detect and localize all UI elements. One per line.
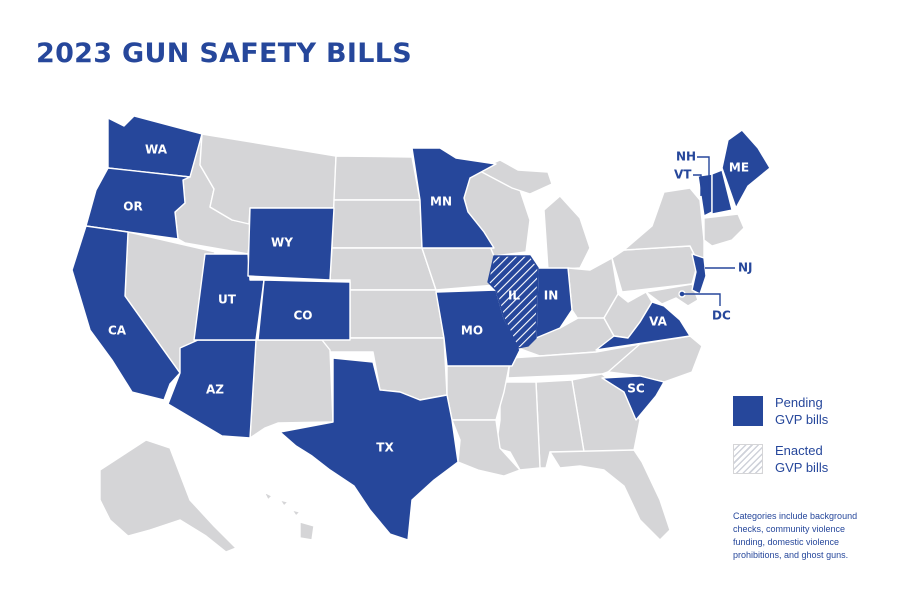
state-nh xyxy=(711,169,733,215)
enacted-states xyxy=(487,255,539,349)
label-wy: WY xyxy=(271,236,293,250)
state-mi-lower xyxy=(543,195,591,271)
label-me: ME xyxy=(729,161,749,175)
state-or xyxy=(85,167,191,240)
map-title: 2023 GUN SAFETY BILLS xyxy=(36,38,413,69)
callout-line-nh xyxy=(697,156,710,194)
state-labels: WA OR CA AZ UT WY CO TX MN MO IL IN VA S… xyxy=(108,143,749,455)
label-mo: MO xyxy=(461,324,483,338)
state-new-england-south xyxy=(703,213,745,247)
state-ks xyxy=(349,289,445,339)
callout-nj: NJ xyxy=(738,261,753,275)
state-la xyxy=(451,419,521,477)
callout-nh: NH xyxy=(676,150,696,164)
legend: Pending GVP bills Enacted GVP bills xyxy=(733,394,873,490)
label-mn: MN xyxy=(430,195,452,209)
label-or: OR xyxy=(123,200,142,214)
legend-enacted: Enacted GVP bills xyxy=(733,442,873,476)
callout-vt: VT xyxy=(674,168,692,182)
legend-enacted-label: Enacted GVP bills xyxy=(775,443,829,475)
legend-pending-label: Pending GVP bills xyxy=(775,395,829,427)
legend-enacted-swatch xyxy=(733,444,763,474)
callout-dc: DC xyxy=(712,309,731,323)
state-va xyxy=(595,301,691,351)
callout-line-dc xyxy=(684,293,721,306)
state-ia xyxy=(421,247,501,291)
state-fl xyxy=(549,449,671,541)
state-alaska xyxy=(99,439,237,553)
callout-line-vt xyxy=(693,174,702,196)
state-tx xyxy=(279,357,459,541)
state-mn xyxy=(411,147,497,249)
legend-pending: Pending GVP bills xyxy=(733,394,873,428)
label-wa: WA xyxy=(145,143,168,157)
label-in: IN xyxy=(544,289,559,303)
state-nd xyxy=(333,155,421,201)
label-ca: CA xyxy=(108,324,127,338)
label-va: VA xyxy=(649,315,667,329)
state-hawaii xyxy=(263,491,315,541)
pending-states xyxy=(71,115,771,541)
state-ca xyxy=(71,225,181,401)
other-states xyxy=(99,130,745,553)
state-me xyxy=(721,129,771,209)
label-sc: SC xyxy=(627,382,645,396)
lake-michigan xyxy=(530,210,542,262)
legend-pending-swatch xyxy=(733,396,763,426)
label-tx: TX xyxy=(376,441,394,455)
state-md-de xyxy=(645,283,699,307)
state-il xyxy=(487,255,539,349)
state-sd xyxy=(331,199,423,249)
state-mi-upper xyxy=(477,159,553,195)
label-az: AZ xyxy=(206,383,224,397)
categories-note: Categories include background checks, co… xyxy=(733,511,858,560)
label-ut: UT xyxy=(218,293,237,307)
label-co: CO xyxy=(293,309,312,323)
label-il: IL xyxy=(508,289,520,303)
state-co xyxy=(257,279,351,341)
callouts: NH VT NJ DC xyxy=(674,150,753,323)
state-nm xyxy=(249,339,334,439)
state-ms xyxy=(495,381,541,471)
state-sc xyxy=(601,375,665,421)
state-wy xyxy=(247,207,335,281)
